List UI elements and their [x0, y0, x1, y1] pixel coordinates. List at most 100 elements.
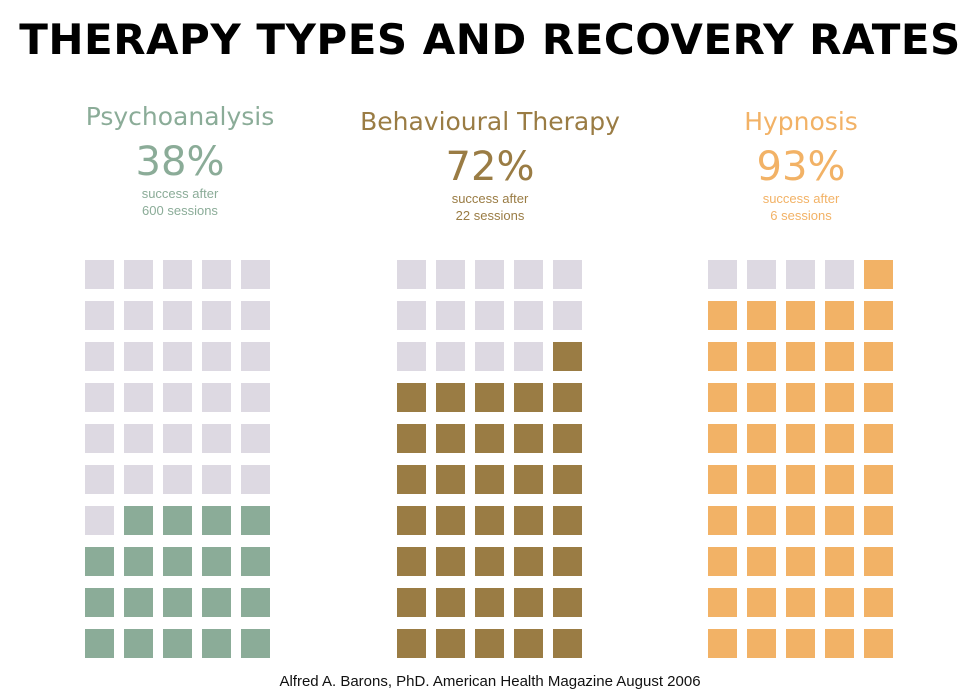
waffle-cell-empty — [475, 342, 504, 371]
waffle-cell-empty — [241, 465, 270, 494]
waffle-cell-filled — [786, 629, 815, 658]
waffle-cell-empty — [124, 260, 153, 289]
waffle-cell-filled — [241, 629, 270, 658]
waffle-cell-filled — [825, 629, 854, 658]
therapy-name: Hypnosis — [744, 107, 858, 136]
waffle-cell-empty — [85, 506, 114, 535]
waffle-cell-empty — [85, 424, 114, 453]
subtitle-line-2: 6 sessions — [770, 208, 832, 223]
waffle-cell-empty — [163, 260, 192, 289]
waffle-cell-filled — [864, 342, 893, 371]
waffle-cell-filled — [708, 547, 737, 576]
waffle-cell-empty — [397, 301, 426, 330]
waffle-cell-filled — [397, 547, 426, 576]
waffle-cell-filled — [241, 547, 270, 576]
waffle-cell-filled — [864, 301, 893, 330]
waffle-cell-empty — [397, 260, 426, 289]
waffle-cell-filled — [864, 506, 893, 535]
success-percent: 38% — [135, 139, 225, 185]
waffle-cell-filled — [825, 301, 854, 330]
waffle-cell-filled — [553, 465, 582, 494]
waffle-cell-filled — [124, 506, 153, 535]
waffle-cell-filled — [864, 260, 893, 289]
waffle-cell-filled — [475, 383, 504, 412]
waffle-cell-empty — [514, 260, 543, 289]
waffle-cell-filled — [553, 588, 582, 617]
waffle-cell-filled — [747, 629, 776, 658]
waffle-cell-filled — [514, 629, 543, 658]
waffle-cell-empty — [202, 260, 231, 289]
waffle-cell-filled — [786, 465, 815, 494]
waffle-cell-filled — [553, 506, 582, 535]
waffle-cell-filled — [514, 547, 543, 576]
waffle-cell-filled — [436, 506, 465, 535]
waffle-cell-filled — [708, 629, 737, 658]
success-percent: 93% — [756, 144, 846, 190]
waffle-cell-empty — [475, 301, 504, 330]
waffle-cell-empty — [202, 301, 231, 330]
waffle-cell-empty — [436, 260, 465, 289]
waffle-cell-filled — [436, 424, 465, 453]
waffle-cell-filled — [708, 588, 737, 617]
waffle-cell-filled — [475, 629, 504, 658]
waffle-cell-empty — [163, 465, 192, 494]
waffle-cell-filled — [825, 424, 854, 453]
waffle-cell-filled — [475, 424, 504, 453]
waffle-cell-filled — [124, 547, 153, 576]
waffle-cell-filled — [124, 629, 153, 658]
waffle-cell-filled — [397, 465, 426, 494]
waffle-cell-filled — [85, 629, 114, 658]
waffle-cell-empty — [85, 260, 114, 289]
waffle-cell-empty — [553, 260, 582, 289]
waffle-cell-filled — [163, 588, 192, 617]
waffle-cell-filled — [514, 465, 543, 494]
waffle-cell-filled — [436, 629, 465, 658]
waffle-cell-filled — [202, 547, 231, 576]
waffle-cell-filled — [475, 465, 504, 494]
waffle-cell-filled — [163, 547, 192, 576]
waffle-cell-empty — [553, 301, 582, 330]
waffle-cell-filled — [514, 588, 543, 617]
waffle-cell-filled — [747, 588, 776, 617]
subtitle-line-1: success after — [762, 191, 840, 206]
success-percent: 72% — [445, 144, 535, 190]
waffle-cell-filled — [397, 424, 426, 453]
waffle-cell-empty — [747, 260, 776, 289]
waffle-cell-empty — [241, 301, 270, 330]
waffle-cell-empty — [85, 301, 114, 330]
waffle-cell-empty — [163, 342, 192, 371]
waffle-cell-empty — [202, 342, 231, 371]
waffle-cell-filled — [475, 547, 504, 576]
waffle-cell-filled — [553, 342, 582, 371]
waffle-cell-empty — [241, 260, 270, 289]
waffle-cell-filled — [708, 383, 737, 412]
waffle-cell-filled — [747, 465, 776, 494]
waffle-cell-empty — [85, 383, 114, 412]
waffle-cell-filled — [747, 301, 776, 330]
waffle-cell-empty — [124, 424, 153, 453]
waffle-cell-filled — [708, 465, 737, 494]
waffle-cell-filled — [708, 506, 737, 535]
waffle-cell-filled — [241, 588, 270, 617]
waffle-cell-filled — [708, 424, 737, 453]
subtitle-line-2: 22 sessions — [455, 208, 525, 223]
waffle-cell-filled — [747, 506, 776, 535]
waffle-cell-filled — [163, 629, 192, 658]
waffle-cell-empty — [475, 260, 504, 289]
waffle-cell-filled — [825, 465, 854, 494]
waffle-grid — [708, 260, 893, 658]
waffle-cell-filled — [124, 588, 153, 617]
waffle-cell-filled — [825, 588, 854, 617]
waffle-cell-filled — [85, 588, 114, 617]
waffle-cell-filled — [436, 588, 465, 617]
waffle-cell-empty — [85, 342, 114, 371]
waffle-cell-filled — [825, 547, 854, 576]
waffle-cell-filled — [553, 547, 582, 576]
source-credit: Alfred A. Barons, PhD. American Health M… — [279, 673, 701, 690]
waffle-cell-empty — [397, 342, 426, 371]
waffle-cell-filled — [708, 301, 737, 330]
waffle-cell-filled — [747, 547, 776, 576]
waffle-cell-filled — [786, 342, 815, 371]
waffle-cell-empty — [124, 465, 153, 494]
waffle-cell-empty — [85, 465, 114, 494]
